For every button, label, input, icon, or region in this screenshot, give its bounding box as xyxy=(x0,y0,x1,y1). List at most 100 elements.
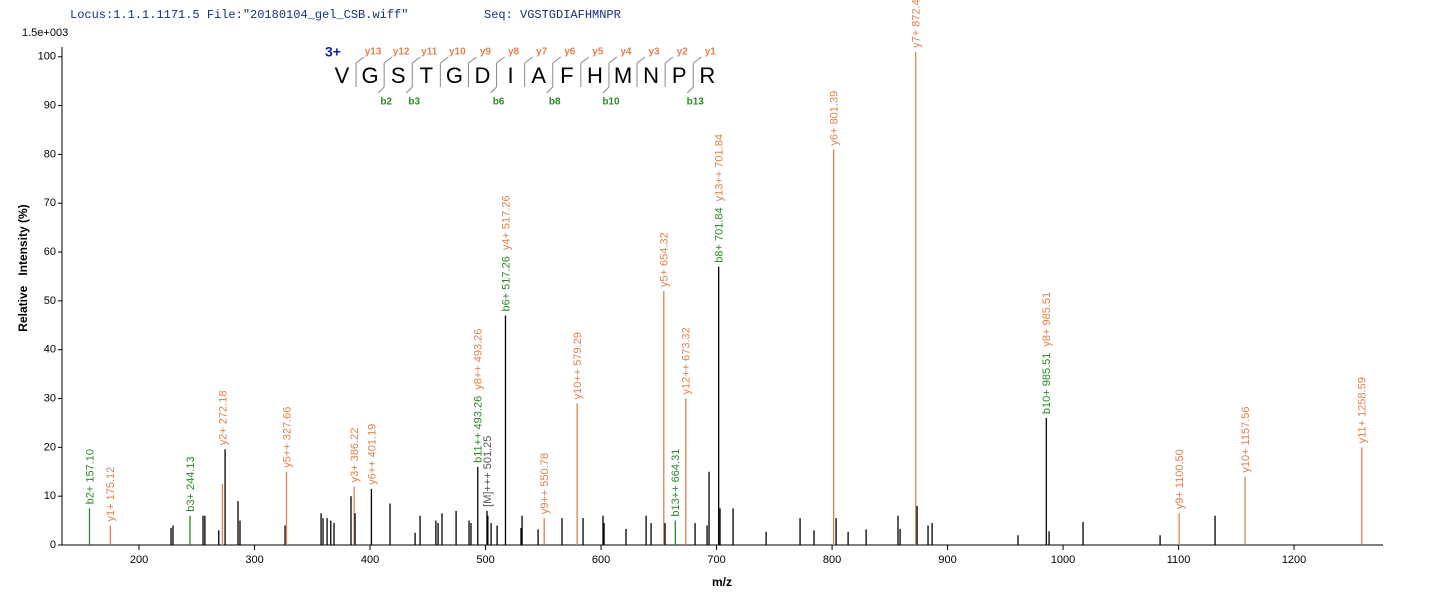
cleavage-mark xyxy=(552,56,562,87)
y-ion-label: y8 xyxy=(508,47,520,58)
peak-annotation: y10++ 579.29 xyxy=(572,332,584,399)
y-ion-label: y9 xyxy=(480,47,492,58)
cleavage-mark xyxy=(602,86,610,94)
y-ion-label: y5 xyxy=(592,47,604,58)
cleavage-mark xyxy=(664,56,674,87)
y-ion-label: y11 xyxy=(421,47,438,58)
y-ion-label: y4 xyxy=(620,47,632,58)
y-tick-label: 40 xyxy=(44,344,56,356)
residue: F xyxy=(560,63,573,88)
residue: A xyxy=(531,63,546,88)
y-ion-label: y1 xyxy=(705,47,717,58)
peak-annotation: [M]+++ 501.25 xyxy=(482,436,494,507)
x-tick-label: 900 xyxy=(938,554,956,566)
peak-annotation: y3+ 386.22 xyxy=(349,428,361,483)
peak-annotation: y2+ 272.18 xyxy=(217,391,229,446)
residue: P xyxy=(672,63,687,88)
peak-annotation: y13++ 701.84 xyxy=(714,134,726,201)
cleavage-mark xyxy=(439,56,449,87)
cleavage-mark xyxy=(496,56,505,87)
x-tick-label: 800 xyxy=(823,554,841,566)
y-tick-label: 90 xyxy=(44,99,56,111)
b-ion-label: b3 xyxy=(408,97,420,108)
y-axis-label: Relative Intensity (%) xyxy=(16,204,30,331)
peak-annotation: y8++ 493.26 xyxy=(473,329,485,390)
y-ion-label: y13 xyxy=(365,47,382,58)
y-ion-label: y2 xyxy=(677,47,689,58)
cleavage-mark xyxy=(608,56,618,87)
cleavage-mark xyxy=(490,86,497,94)
x-tick-label: 1000 xyxy=(1051,554,1075,566)
y-tick-label: 80 xyxy=(44,148,56,160)
cleavage-mark xyxy=(636,56,646,87)
residue: M xyxy=(614,63,632,88)
sequence-header: Seq: VGSTGDIAFHMNPR xyxy=(484,8,621,22)
y-tick-label: 0 xyxy=(50,539,56,551)
peak-annotation: y11+ 1258.59 xyxy=(1357,377,1369,443)
peak-annotation: y10+ 1157.56 xyxy=(1240,406,1252,472)
peak-annotation: b11++ 493.26 xyxy=(473,396,485,463)
b-ion-label: b2 xyxy=(380,97,392,108)
residue: S xyxy=(391,63,406,88)
peak-annotation: b2+ 157.10 xyxy=(84,449,96,504)
y-tick-label: 50 xyxy=(44,295,56,307)
x-axis-label: m/z xyxy=(712,575,732,589)
y-ion-label: y7 xyxy=(536,47,548,58)
peak-annotation: y5++ 327.66 xyxy=(281,407,293,468)
x-tick-label: 600 xyxy=(592,554,610,566)
residue: N xyxy=(643,63,659,88)
header: Locus:1.1.1.1171.5 File:"20180104_gel_CS… xyxy=(70,8,408,22)
peak-annotation: y1+ 175.12 xyxy=(105,467,117,522)
x-tick-label: 1200 xyxy=(1282,554,1306,566)
cleavage-mark xyxy=(692,56,702,87)
peak-annotation: y4+ 517.26 xyxy=(500,195,512,250)
x-tick-label: 1100 xyxy=(1167,554,1191,566)
x-tick-label: 500 xyxy=(476,554,494,566)
residue: H xyxy=(587,63,603,88)
peak-annotation: y9++ 550.78 xyxy=(539,453,551,514)
residue: V xyxy=(335,63,350,88)
x-tick-label: 300 xyxy=(245,554,263,566)
peak-annotation: y6+ 801.39 xyxy=(829,91,841,146)
b-ion-label: b13 xyxy=(687,97,705,108)
residue: G xyxy=(446,63,463,88)
cleavage-mark xyxy=(580,56,590,87)
y-ion-label: y12 xyxy=(393,47,410,58)
x-tick-label: 700 xyxy=(707,554,725,566)
y-tick-label: 10 xyxy=(44,490,56,502)
peak-annotation: y7+ 872.43 xyxy=(911,0,923,48)
cleavage-mark xyxy=(377,86,385,94)
cleavage-mark xyxy=(546,86,554,94)
b-ion-label: b6 xyxy=(493,97,505,108)
peak-annotation: b10+ 985.51 xyxy=(1041,353,1053,414)
peak-annotation: y5+ 654.32 xyxy=(659,232,671,287)
residue: G xyxy=(362,63,379,88)
y-tick-label: 100 xyxy=(38,51,56,63)
peak-annotation: b3+ 244.13 xyxy=(185,456,197,511)
x-tick-label: 200 xyxy=(130,554,148,566)
residue: R xyxy=(699,63,715,88)
y-tick-label: 20 xyxy=(44,441,56,453)
peak-annotation: b8+ 701.84 xyxy=(714,207,726,262)
charge-label: 3+ xyxy=(325,44,341,60)
cleavage-mark xyxy=(524,56,533,87)
y-ion-label: y6 xyxy=(564,47,576,58)
b-ion-label: b8 xyxy=(549,97,561,108)
peak-annotation: y8+ 985.51 xyxy=(1041,292,1053,347)
y-tick-label: 60 xyxy=(44,246,56,258)
y-ion-label: y10 xyxy=(449,47,466,58)
cleavage-mark xyxy=(355,56,365,87)
peak-annotation: y12++ 673.32 xyxy=(681,327,693,394)
scale-label: 1.5e+003 xyxy=(22,27,68,39)
y-tick-label: 70 xyxy=(44,197,56,209)
peak-annotation: y6++ 401.19 xyxy=(366,424,378,485)
cleavage-mark xyxy=(686,86,694,94)
peak-annotation: b6+ 517.26 xyxy=(500,256,512,311)
y-ion-label: y3 xyxy=(648,47,660,58)
cleavage-mark xyxy=(411,56,421,87)
y-tick-label: 30 xyxy=(44,392,56,404)
residue: I xyxy=(508,63,514,88)
b-ion-label: b10 xyxy=(602,97,620,108)
